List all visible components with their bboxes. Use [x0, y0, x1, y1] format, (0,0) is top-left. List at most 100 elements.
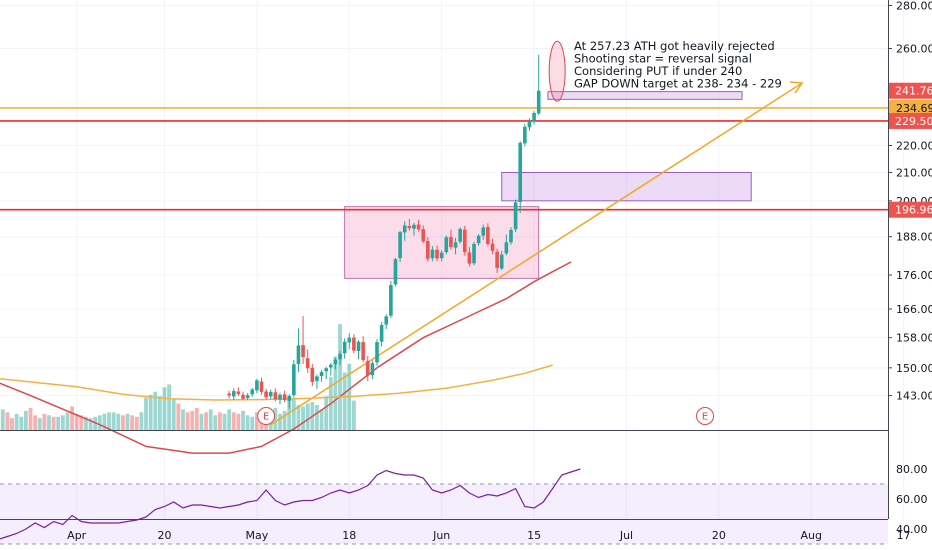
volume-bar [65, 412, 70, 430]
trend-line [270, 82, 803, 426]
candle-body[interactable] [384, 316, 389, 325]
candle-body[interactable] [365, 360, 370, 376]
candle-body[interactable] [227, 393, 231, 396]
candle-body[interactable] [250, 389, 255, 395]
candle-body[interactable] [486, 226, 490, 244]
candle-body[interactable] [273, 392, 278, 400]
candle-body[interactable] [523, 126, 527, 144]
candle-body[interactable] [499, 254, 504, 269]
earnings-marker[interactable] [696, 407, 715, 425]
volume-bar [171, 399, 176, 430]
candle-body[interactable] [324, 368, 328, 372]
candle-body[interactable] [490, 243, 495, 251]
candle-body[interactable] [527, 120, 532, 128]
volume-bar [134, 416, 139, 430]
candle-body[interactable] [407, 226, 412, 229]
candle-body[interactable] [421, 229, 425, 242]
volume-bar [338, 324, 342, 430]
price-tick-label: 234.69 [896, 102, 932, 115]
candle-body[interactable] [361, 342, 365, 361]
candle-body[interactable] [453, 242, 458, 248]
price-tag [889, 112, 932, 129]
candle-body[interactable] [426, 241, 430, 259]
volume-bar [10, 418, 14, 430]
candle-body[interactable] [264, 391, 268, 398]
volume-bar [194, 407, 199, 430]
candle-body[interactable] [356, 341, 361, 352]
candle-body[interactable] [282, 394, 287, 401]
candle-body[interactable] [476, 235, 481, 244]
candle-body[interactable] [472, 243, 476, 264]
candle-body[interactable] [513, 202, 518, 230]
candle-body[interactable] [462, 229, 467, 253]
candle-body[interactable] [236, 391, 241, 394]
candle-body[interactable] [315, 376, 319, 382]
candle-body[interactable] [370, 363, 375, 376]
candle-body[interactable] [333, 359, 338, 365]
price-tag-label: 196.96 [895, 204, 932, 217]
candles[interactable] [227, 54, 541, 409]
candle-body[interactable] [292, 364, 296, 396]
candle-body[interactable] [352, 337, 356, 351]
candle-body[interactable] [536, 90, 541, 114]
candle-body[interactable] [504, 242, 509, 254]
candle-body[interactable] [296, 345, 301, 364]
candle-body[interactable] [458, 229, 462, 242]
candle-body[interactable] [301, 345, 305, 358]
candle-body[interactable] [444, 237, 449, 253]
candle-body[interactable] [278, 394, 282, 400]
candle-body[interactable] [375, 342, 379, 363]
candle-body[interactable] [412, 224, 416, 229]
volume-bar [125, 413, 130, 430]
candle-body[interactable] [231, 391, 236, 397]
grid-lines [0, 0, 905, 519]
candle-body[interactable] [287, 395, 292, 401]
candle-body[interactable] [342, 341, 347, 354]
volume-bar [37, 418, 42, 430]
candle-body[interactable] [259, 381, 264, 392]
candle-body[interactable] [435, 249, 439, 259]
volume-bar [153, 391, 158, 430]
candle-body[interactable] [379, 324, 384, 342]
volume-bar [139, 412, 144, 430]
volume-bar [28, 407, 33, 430]
candle-body[interactable] [467, 252, 472, 264]
candle-body[interactable] [481, 227, 486, 236]
candle-body[interactable] [398, 232, 402, 259]
volume-bar [60, 415, 65, 430]
candle-body[interactable] [338, 354, 342, 360]
volume-bar [0, 409, 5, 430]
candle-body[interactable] [518, 142, 523, 202]
candle-body[interactable] [389, 285, 393, 316]
candle-body[interactable] [241, 394, 245, 399]
volume-bar [42, 413, 47, 430]
candle-body[interactable] [329, 364, 333, 368]
earnings-marker[interactable] [257, 407, 276, 425]
time-tick-label: Aug [801, 529, 822, 542]
candle-body[interactable] [255, 380, 259, 391]
candle-body[interactable] [509, 229, 513, 243]
moving-average-red [0, 261, 572, 454]
volume-bar [47, 415, 51, 430]
volume-bar [14, 413, 19, 430]
candle-body[interactable] [416, 224, 421, 230]
candle-body[interactable] [319, 372, 324, 377]
candle-body[interactable] [268, 391, 273, 397]
volume-bar [23, 410, 28, 430]
candle-body[interactable] [449, 237, 453, 248]
annotation-line: Shooting star = reversal signal [574, 52, 752, 66]
candle-body[interactable] [305, 358, 310, 369]
candle-body[interactable] [393, 259, 398, 285]
candle-body[interactable] [347, 337, 352, 343]
volume-bar [231, 412, 236, 430]
candle-body[interactable] [430, 249, 435, 259]
candle-body[interactable] [532, 112, 536, 122]
rsi-pane[interactable] [0, 430, 888, 545]
candle-body[interactable] [439, 252, 444, 259]
candle-body[interactable] [495, 251, 499, 268]
candle-body[interactable] [310, 367, 315, 382]
candle-body[interactable] [245, 395, 250, 399]
candle-body[interactable] [402, 225, 407, 233]
